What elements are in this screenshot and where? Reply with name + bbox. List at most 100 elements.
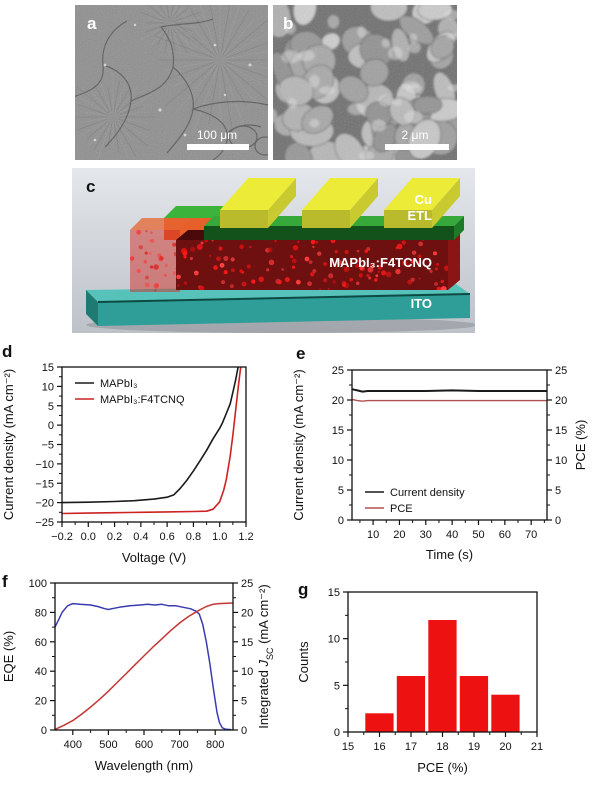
y2-tick-label: 10 [241, 666, 253, 678]
cu-bar-front [384, 210, 432, 228]
x-tick-label: 1.2 [238, 531, 253, 543]
sem-a-noise-overlay [75, 5, 268, 160]
y-tick-label: 80 [35, 607, 47, 619]
scalebar-b [385, 144, 449, 150]
x-tick-label: 10 [367, 529, 379, 541]
x-tick-label: −0.2 [51, 531, 73, 543]
x-tick-label: 18 [436, 741, 448, 753]
y2-tick-label: 5 [241, 696, 247, 708]
x-axis-label: Wavelength (nm) [95, 758, 194, 773]
scalebar-text-b: 2 μm [402, 128, 429, 142]
dopant-dots [176, 240, 448, 290]
histogram-bar [365, 713, 394, 732]
x-tick-label: 15 [342, 741, 354, 753]
y-tick-label: 10 [332, 455, 344, 467]
y-tick-label: 15 [332, 425, 344, 437]
panel-letter-e: e [296, 344, 306, 363]
y-axis-label: Counts [296, 641, 311, 683]
cu-bar-top [302, 178, 378, 210]
series-line-integrated-jsc [54, 602, 234, 731]
sem-image-a: a 100 μm [75, 5, 268, 160]
x-tick-label: 500 [99, 739, 117, 751]
y-tick-label: 15 [42, 362, 54, 374]
legend-label: MAPbI₃ [100, 378, 138, 390]
y2-tick-label: 15 [241, 637, 253, 649]
histogram-bar [491, 694, 520, 732]
series-line-eqe [54, 602, 232, 731]
panel-letter-g: g [298, 580, 309, 599]
y-tick-label: 0 [338, 515, 344, 527]
y-tick-label: 0 [48, 420, 54, 432]
y2-tick-label: 10 [555, 455, 567, 467]
cu-bar-front [302, 210, 350, 228]
x-tick-label: 21 [531, 741, 543, 753]
y2-tick-label: 15 [555, 425, 567, 437]
x-tick-label: 19 [468, 741, 480, 753]
y-tick-label: 20 [35, 696, 47, 708]
x-tick-label: 1.0 [212, 531, 227, 543]
histogram-bar [428, 620, 457, 732]
chart-eqe: 400 500 600 700 800 0 20 40 60 80 100 0 5 10 15 20 25 Wav… [1, 578, 275, 773]
y2-tick-label: 0 [241, 725, 247, 737]
y2-axis-label: Integrated JSC (mA cm⁻²) [256, 584, 275, 728]
label-ito: ITO [411, 296, 432, 311]
x-tick-label: 0.0 [81, 531, 96, 543]
chart-jv-curves: −0.2 0.0 0.2 0.4 0.6 0.8 1.0 1.2 −25 −20 −15 −10 −5 0… [1, 362, 254, 565]
y-tick-label: 5 [48, 401, 54, 413]
series-line-current-density [351, 388, 547, 393]
x-tick-label: 30 [420, 529, 432, 541]
x-tick-label: 70 [525, 529, 537, 541]
series-line-mapbi3-f4tcnq [61, 366, 242, 515]
histogram-bar [459, 676, 489, 732]
cu-bar-top [384, 178, 460, 210]
x-tick-label: 0.8 [186, 531, 201, 543]
y-tick-label: 40 [35, 666, 47, 678]
label-absorber: MAPbI₃:F4TCNQ [329, 255, 432, 270]
y-tick-label: 25 [332, 365, 344, 377]
y-tick-label: 60 [35, 637, 47, 649]
series-line-mapbi3 [61, 366, 239, 504]
x-tick-label: 600 [135, 739, 153, 751]
panel-letter-c: c [86, 177, 95, 196]
x-tick-label: 0.6 [159, 531, 174, 543]
panel-letter-a: a [87, 14, 97, 33]
y-tick-label: 0 [334, 727, 340, 739]
y2-tick-label: 20 [555, 395, 567, 407]
y2-tick-label: 25 [555, 365, 567, 377]
x-axis-label: Voltage (V) [122, 550, 186, 565]
y-tick-label: −25 [35, 517, 54, 529]
x-tick-label: 50 [472, 529, 484, 541]
y-tick-label: 10 [328, 634, 340, 646]
y-tick-label: −10 [35, 459, 54, 471]
sem-b-noise-overlay [273, 5, 457, 160]
x-tick-label: 400 [64, 739, 82, 751]
x-tick-label: 60 [499, 529, 511, 541]
y2-tick-label: 0 [555, 515, 561, 527]
y-axis-label: Current density (mA cm⁻²) [1, 369, 16, 520]
scalebar-text-a: 100 μm [197, 128, 237, 142]
cu-bar-side [350, 178, 378, 228]
y-tick-label: −20 [35, 498, 54, 510]
y-tick-label: 5 [334, 680, 340, 692]
scalebar-a [187, 144, 249, 150]
cu-bar-side [268, 178, 296, 228]
y-tick-label: 100 [29, 578, 47, 590]
legend-label: PCE [390, 503, 413, 515]
cu-bar-front [220, 210, 268, 228]
panel-letter-b: b [283, 14, 293, 33]
histogram-bar [396, 676, 426, 732]
y2-tick-label: 5 [555, 485, 561, 497]
x-tick-label: 800 [206, 739, 224, 751]
legend-label: Current density [390, 487, 465, 499]
x-tick-label: 0.2 [107, 531, 122, 543]
label-cu: Cu [415, 192, 432, 207]
x-tick-label: 17 [405, 741, 417, 753]
y-axis-label: Current density (mA cm⁻²) [291, 369, 306, 520]
layer-cu-electrodes [220, 178, 460, 228]
x-axis-label: PCE (%) [417, 760, 468, 775]
y2-tick-label: 20 [241, 607, 253, 619]
y-tick-label: −15 [35, 478, 54, 490]
panel-letter-d: d [2, 342, 13, 361]
x-tick-label: 700 [170, 739, 188, 751]
